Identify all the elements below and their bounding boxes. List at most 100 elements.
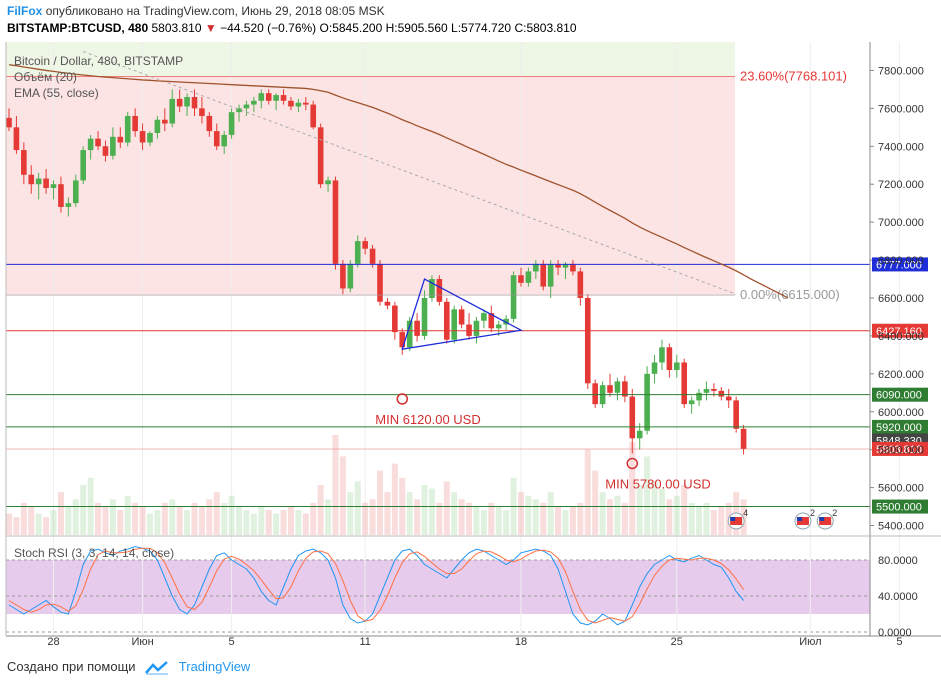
volume-bar bbox=[287, 506, 294, 535]
volume-bar bbox=[577, 502, 584, 535]
volume-bar bbox=[191, 502, 198, 535]
volume-bar bbox=[406, 492, 413, 535]
volume-bar bbox=[176, 506, 183, 535]
publish-info: опубликовано на TradingView.com, Июнь 29… bbox=[45, 4, 385, 18]
candle-body bbox=[614, 381, 621, 393]
flag-canton bbox=[819, 517, 825, 521]
volume-bar bbox=[629, 442, 636, 535]
candle-body bbox=[570, 263, 576, 272]
author-name[interactable]: FilFox bbox=[7, 4, 43, 18]
min-marker-icon bbox=[626, 457, 639, 470]
volume-bar bbox=[80, 485, 87, 535]
volume-bar bbox=[599, 492, 606, 535]
volume-bar bbox=[295, 510, 302, 535]
volume-bar bbox=[458, 499, 465, 535]
candle-body bbox=[592, 383, 598, 405]
volume-bar bbox=[50, 510, 57, 535]
candle-body bbox=[377, 263, 383, 302]
volume-bar bbox=[391, 463, 398, 535]
volume-bar bbox=[20, 502, 27, 535]
min-annotation: MIN 5780.00 USD bbox=[605, 476, 711, 491]
candle-body bbox=[384, 301, 391, 306]
candle-body bbox=[607, 385, 613, 393]
volume-bar bbox=[184, 510, 191, 535]
price-tag-label: 5500.000 bbox=[876, 502, 922, 514]
volume-bar bbox=[688, 502, 695, 535]
price-chart[interactable]: 23.60%(7768.101)0.00%(6615.000)6777.0006… bbox=[0, 42, 941, 654]
candle-body bbox=[288, 100, 294, 107]
candle-body bbox=[80, 150, 86, 181]
volume-bar bbox=[592, 470, 599, 535]
candle-body bbox=[740, 428, 747, 449]
y-tick-label: 5600.000 bbox=[878, 483, 924, 495]
candle-body bbox=[451, 309, 457, 340]
candle-body bbox=[65, 203, 72, 207]
candle-body bbox=[525, 271, 532, 283]
candle-body bbox=[50, 184, 57, 189]
volume-bar bbox=[421, 485, 428, 535]
tradingview-link[interactable]: TradingView bbox=[178, 659, 251, 674]
event-count: 4 bbox=[743, 508, 748, 518]
stoch-band bbox=[6, 560, 870, 614]
price-tag bbox=[872, 323, 928, 338]
volume-bar bbox=[273, 513, 280, 535]
price-tag-label: 5803.810 bbox=[876, 444, 922, 456]
candle-body bbox=[518, 275, 524, 283]
candle-body bbox=[644, 373, 650, 431]
candle-body bbox=[547, 263, 554, 287]
volume-bar bbox=[198, 506, 205, 535]
y-tick-label: 7800.000 bbox=[878, 65, 924, 77]
price-tag bbox=[872, 387, 928, 402]
volume-bar bbox=[310, 502, 317, 535]
volume-bar bbox=[236, 506, 243, 535]
candle-body bbox=[555, 263, 561, 268]
x-tick-label: 5 bbox=[229, 636, 235, 648]
candle-body bbox=[362, 241, 368, 249]
candle-body bbox=[139, 131, 146, 143]
volume-bar bbox=[154, 510, 161, 535]
candle-body bbox=[666, 347, 673, 371]
candle-body bbox=[87, 138, 94, 151]
tradingview-logo-icon bbox=[145, 660, 169, 675]
candle-body bbox=[325, 180, 331, 185]
candle-body bbox=[696, 392, 702, 401]
candle-body bbox=[265, 93, 272, 101]
candle-body bbox=[369, 248, 376, 264]
volume-bar bbox=[228, 495, 235, 535]
candle-body bbox=[681, 362, 688, 405]
y-tick-label: 7400.000 bbox=[878, 141, 924, 153]
candle-body bbox=[406, 320, 413, 348]
volume-bar bbox=[488, 502, 495, 535]
candle-body bbox=[584, 297, 591, 384]
candle-body bbox=[124, 115, 131, 143]
price-tag bbox=[872, 441, 928, 456]
volume-bar bbox=[169, 499, 176, 535]
volume-bar bbox=[146, 513, 153, 535]
volume-bar bbox=[569, 506, 576, 535]
volume-bar bbox=[480, 510, 487, 535]
candle-body bbox=[6, 117, 12, 128]
volume-bar bbox=[607, 499, 614, 535]
flag-canton bbox=[796, 517, 802, 521]
candle-body bbox=[629, 396, 636, 439]
candle-body bbox=[169, 98, 176, 124]
fib-label: 0.00%(6615.000) bbox=[740, 287, 840, 302]
x-tick-label: 28 bbox=[47, 636, 59, 648]
y-tick-label: 6400.000 bbox=[878, 331, 924, 343]
candle-body bbox=[711, 388, 717, 391]
volume-bar bbox=[369, 499, 376, 535]
candle-body bbox=[725, 396, 732, 401]
candle-body bbox=[466, 324, 472, 336]
volume-bar bbox=[436, 502, 443, 535]
volume-bar bbox=[696, 506, 703, 535]
candle-body bbox=[258, 93, 265, 101]
volume-bar bbox=[213, 492, 220, 535]
x-tick-label: Июн bbox=[131, 636, 153, 648]
volume-bar bbox=[718, 506, 725, 535]
candle-body bbox=[481, 313, 487, 321]
candle-body bbox=[317, 127, 324, 185]
y-tick-label: 6800.000 bbox=[878, 255, 924, 267]
candle-body bbox=[733, 400, 739, 429]
candle-body bbox=[429, 279, 435, 298]
volume-bar bbox=[428, 488, 435, 535]
